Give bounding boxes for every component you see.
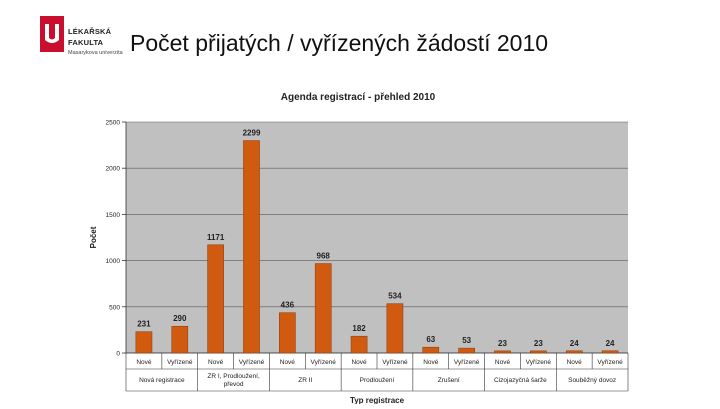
x-tick-label: Nové bbox=[136, 359, 152, 366]
x-tick-label: Vyřízené bbox=[454, 359, 480, 366]
data-label: 23 bbox=[534, 339, 543, 348]
data-label: 290 bbox=[173, 314, 187, 323]
group-label: převod bbox=[224, 381, 244, 388]
x-tick-label: Nové bbox=[351, 359, 367, 366]
chart-svg: Agenda registrací - přehled 2010 Počet T… bbox=[89, 92, 629, 405]
group-label: Zrušení bbox=[438, 377, 460, 384]
bar bbox=[494, 350, 511, 354]
data-label: 24 bbox=[606, 339, 615, 348]
bar bbox=[171, 325, 189, 354]
data-label: 534 bbox=[388, 292, 402, 301]
y-tick-label: 2500 bbox=[106, 120, 121, 127]
bar bbox=[386, 303, 404, 354]
chart-title: Agenda registrací - přehled 2010 bbox=[281, 92, 436, 103]
bar bbox=[207, 244, 224, 354]
data-label: 231 bbox=[137, 320, 151, 329]
data-label: 63 bbox=[426, 335, 435, 344]
bar bbox=[458, 347, 475, 354]
x-axis-label: Typ registrace bbox=[350, 396, 405, 404]
logo-emblem bbox=[40, 16, 64, 52]
x-tick-label: Vyřízené bbox=[239, 359, 265, 366]
y-tick-label: 0 bbox=[116, 351, 120, 358]
data-label: 2299 bbox=[243, 129, 261, 138]
data-label: 968 bbox=[317, 252, 331, 261]
bar-chart: Agenda registrací - přehled 2010 Počet T… bbox=[80, 86, 640, 405]
group-label: Souběžný dovoz bbox=[568, 377, 616, 384]
data-label: 1171 bbox=[207, 233, 225, 242]
x-tick-label: Vyřízené bbox=[311, 359, 337, 366]
plot-area bbox=[126, 122, 628, 353]
y-axis-label: Počet bbox=[89, 226, 98, 248]
bar bbox=[135, 331, 153, 354]
group-label: Prodloužení bbox=[360, 377, 395, 384]
logo-text-line3: Masarykova univerzita bbox=[68, 50, 123, 56]
data-label: 24 bbox=[570, 339, 579, 348]
group-label: ZR II bbox=[298, 377, 312, 384]
faculty-logo: LÉKAŘSKÁ FAKULTA Masarykova univerzita bbox=[40, 16, 130, 60]
x-tick-label: Vyřízené bbox=[526, 359, 552, 366]
group-label: ZR I, Prodloužení, bbox=[207, 373, 260, 380]
bar bbox=[314, 263, 332, 354]
x-tick-label: Vyřízené bbox=[382, 359, 408, 366]
data-label: 436 bbox=[281, 301, 295, 310]
bar bbox=[601, 350, 619, 354]
bar bbox=[530, 350, 547, 354]
data-label: 53 bbox=[462, 336, 471, 345]
group-label: Cizojazyčná šarže bbox=[494, 377, 547, 384]
data-label: 182 bbox=[352, 324, 366, 333]
x-tick-label: Vyřízené bbox=[167, 359, 193, 366]
logo-text-line1: LÉKAŘSKÁ bbox=[68, 27, 112, 36]
logo-text-line2: FAKULTA bbox=[68, 38, 104, 47]
bar bbox=[350, 335, 368, 354]
x-tick-label: Vyřízené bbox=[597, 359, 623, 366]
y-tick-label: 1000 bbox=[106, 258, 121, 265]
x-tick-label: Nové bbox=[280, 359, 296, 366]
y-tick-label: 1500 bbox=[106, 212, 121, 219]
y-tick-label: 2000 bbox=[106, 166, 121, 173]
x-tick-label: Nové bbox=[208, 359, 224, 366]
bar bbox=[243, 140, 260, 354]
x-tick-label: Nové bbox=[567, 359, 583, 366]
data-label: 23 bbox=[498, 339, 507, 348]
slide-title: Počet přijatých / vyřízených žádostí 201… bbox=[130, 30, 549, 56]
y-tick-label: 500 bbox=[109, 304, 120, 311]
bar bbox=[279, 312, 296, 354]
bar bbox=[565, 350, 583, 354]
group-label: Nová registrace bbox=[139, 377, 185, 384]
x-tick-label: Nové bbox=[495, 359, 511, 366]
bar bbox=[422, 346, 440, 354]
x-tick-label: Nové bbox=[423, 359, 439, 366]
